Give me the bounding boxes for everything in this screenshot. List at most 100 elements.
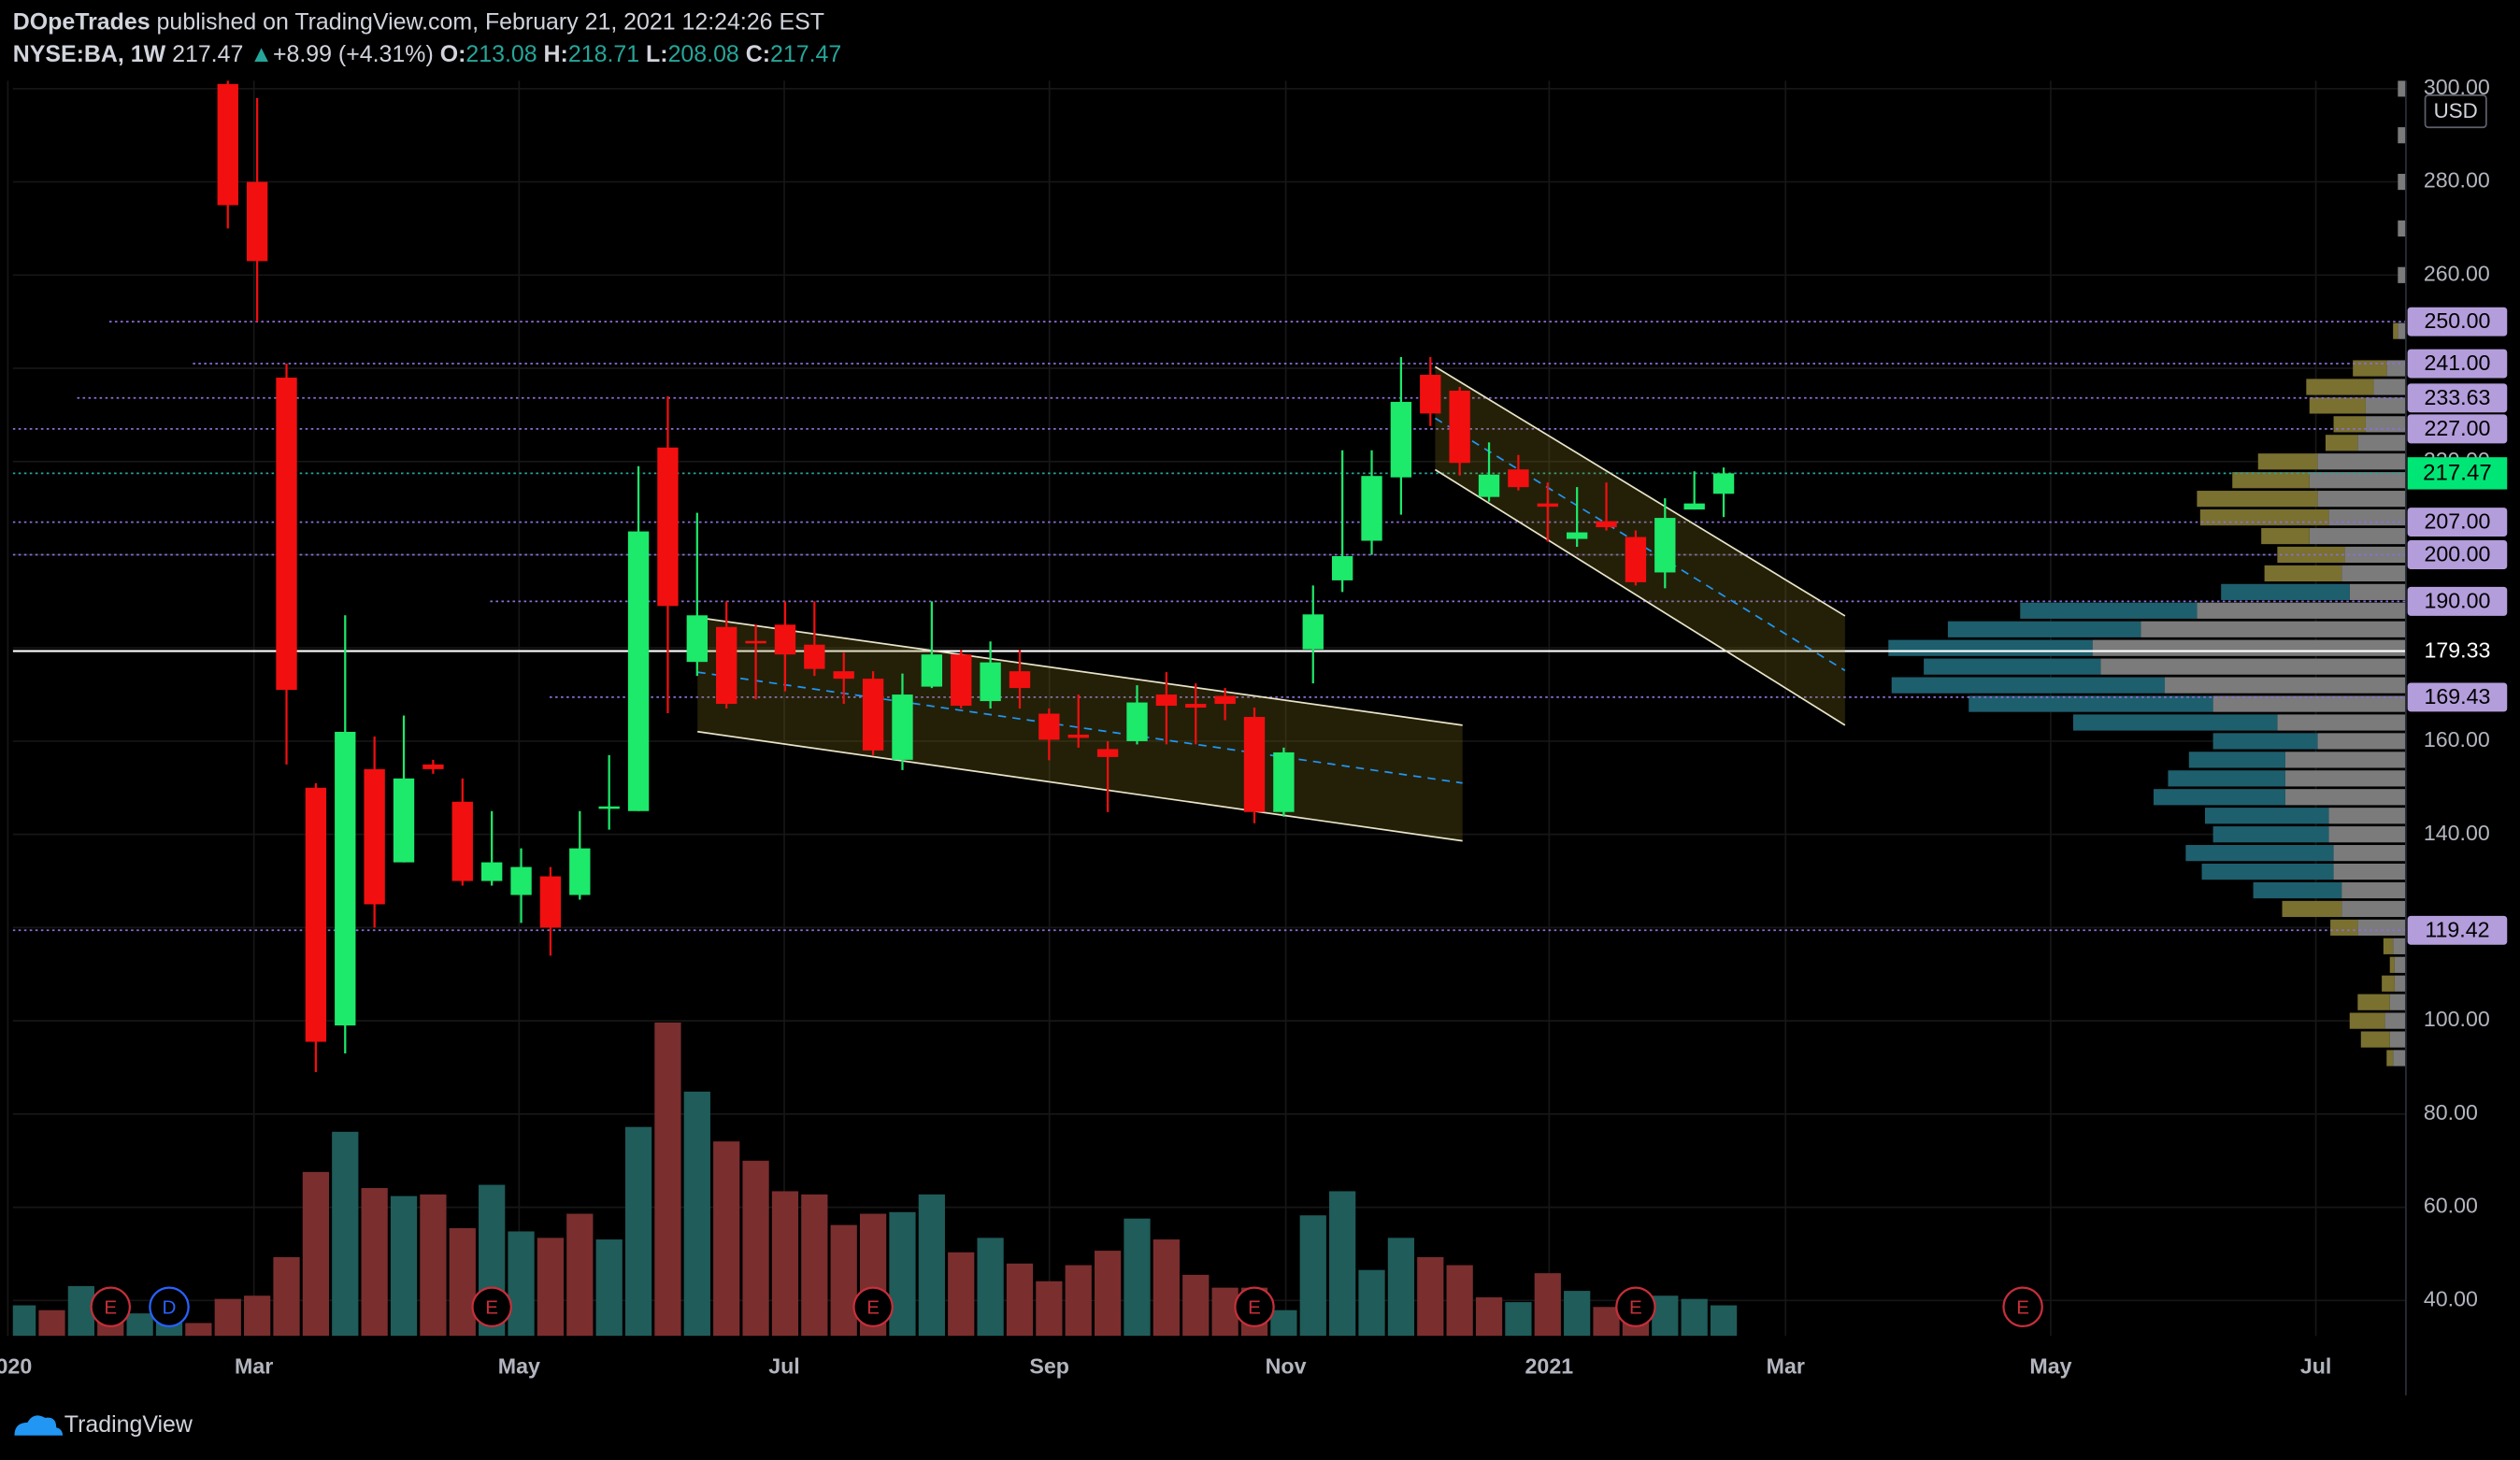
profile-down [2277, 714, 2406, 731]
level-label: 169.43 [2424, 684, 2490, 709]
candle-body [1712, 473, 1735, 494]
profile-down [2398, 322, 2406, 339]
y-tick-label: 40.00 [2424, 1286, 2478, 1310]
profile-up [2257, 453, 2318, 470]
volume-layer [12, 1022, 1738, 1337]
profile-up [2212, 733, 2318, 750]
ohlc-value: 213.08 [465, 40, 537, 66]
event-label: E [866, 1296, 880, 1318]
header-line: DOpeTrades published on TradingView.com,… [13, 8, 824, 35]
channel [697, 616, 1463, 842]
x-tick-label: Jul [2300, 1354, 2332, 1379]
volume-bar [1211, 1287, 1239, 1337]
volume-bar [1299, 1215, 1326, 1337]
candle-body [1009, 671, 1031, 689]
level-label: 233.63 [2424, 385, 2490, 409]
profile-down [2357, 435, 2406, 451]
currency: USD [2434, 99, 2478, 122]
x-tick-label: Sep [1029, 1354, 1069, 1379]
y-tick-label: 60.00 [2424, 1194, 2478, 1218]
ohlc-key: O: [440, 40, 466, 66]
candle-body [569, 848, 591, 895]
ohlc-value: 208.08 [668, 40, 739, 66]
profile-up [2383, 938, 2394, 954]
profile-up [2389, 956, 2395, 973]
volume-bar [595, 1239, 623, 1337]
volume-bar [948, 1252, 975, 1337]
x-tick-label: May [498, 1354, 540, 1379]
profile-down [2373, 379, 2406, 395]
volume-profile [1888, 80, 2406, 1066]
profile-up [2309, 397, 2366, 414]
volume-bar [624, 1126, 652, 1337]
volume-bar [1593, 1307, 1620, 1337]
candle-body [1302, 614, 1324, 650]
channel-fill [697, 617, 1463, 841]
event-marker [2002, 1286, 2043, 1328]
profile-up [1969, 695, 2213, 712]
profile-up [2393, 322, 2398, 339]
ohlc-value: 218.71 [568, 40, 639, 66]
profile-down [2197, 602, 2406, 619]
y-tick-label: 260.00 [2424, 261, 2490, 285]
level-label-box [2407, 414, 2508, 444]
candle-body [1361, 476, 1382, 541]
x-tick-label: Nov [1266, 1354, 1307, 1379]
profile-down [2317, 491, 2406, 508]
event-label: E [104, 1296, 117, 1318]
volume-bar [67, 1285, 94, 1337]
candle-body [1155, 694, 1178, 707]
level-label: 119.42 [2425, 917, 2489, 941]
volume-bar [1270, 1310, 1297, 1337]
symbol-line: NYSE:BA, 1W 217.47 ▲+8.99 (+4.31%) O:213… [13, 40, 842, 66]
level-label: 200.00 [2424, 541, 2490, 565]
candle-body [833, 671, 854, 680]
profile-up [2264, 565, 2342, 582]
y-tick-label: 140.00 [2424, 821, 2490, 845]
profile-down [2398, 80, 2406, 97]
profile-down [2165, 677, 2406, 694]
volume-bar [1065, 1265, 1092, 1337]
x-tick-label: 2020 [0, 1354, 32, 1379]
profile-down [2389, 1031, 2406, 1048]
level-label: 227.00 [2424, 416, 2490, 440]
level-label-box [2407, 540, 2508, 569]
x-tick-label: 2021 [1525, 1354, 1574, 1379]
profile-up [1947, 621, 2141, 637]
volume-bar [126, 1313, 153, 1337]
event-label: E [485, 1296, 498, 1318]
last-price-box [2407, 457, 2508, 490]
arrow: ▲ [250, 40, 273, 66]
candle-body [451, 801, 473, 881]
x-tick-label: Mar [1767, 1354, 1805, 1379]
volume-bar [566, 1213, 594, 1337]
volume-bar [801, 1194, 828, 1337]
channel-line [697, 616, 1463, 726]
volume-bar [1094, 1251, 1122, 1337]
volume-bar [1417, 1256, 1444, 1337]
profile-down [2333, 863, 2406, 880]
volume-bar [1124, 1218, 1151, 1337]
channel-midline [1434, 417, 1846, 672]
event-label: E [1248, 1296, 1261, 1318]
profile-up [2188, 751, 2285, 768]
volume-bar [713, 1141, 740, 1337]
candle-body [1067, 734, 1089, 738]
profile-up [2232, 472, 2310, 489]
volume-bar [1153, 1239, 1180, 1337]
volume-bar [273, 1256, 300, 1337]
volume-bar [977, 1238, 1004, 1337]
profile-up [2212, 826, 2329, 843]
level-label-box [2407, 915, 2508, 945]
profile-down [2398, 220, 2406, 237]
volume-bar [918, 1194, 945, 1337]
candle-body [1420, 375, 1441, 414]
profile-down [2328, 508, 2406, 526]
candle-body [1566, 532, 1588, 539]
candle-body [1683, 503, 1705, 510]
profile-up [2330, 919, 2358, 936]
profile-up [2020, 602, 2198, 619]
profile-down [2394, 956, 2406, 973]
key-level-label: 179.33 [2424, 638, 2490, 663]
